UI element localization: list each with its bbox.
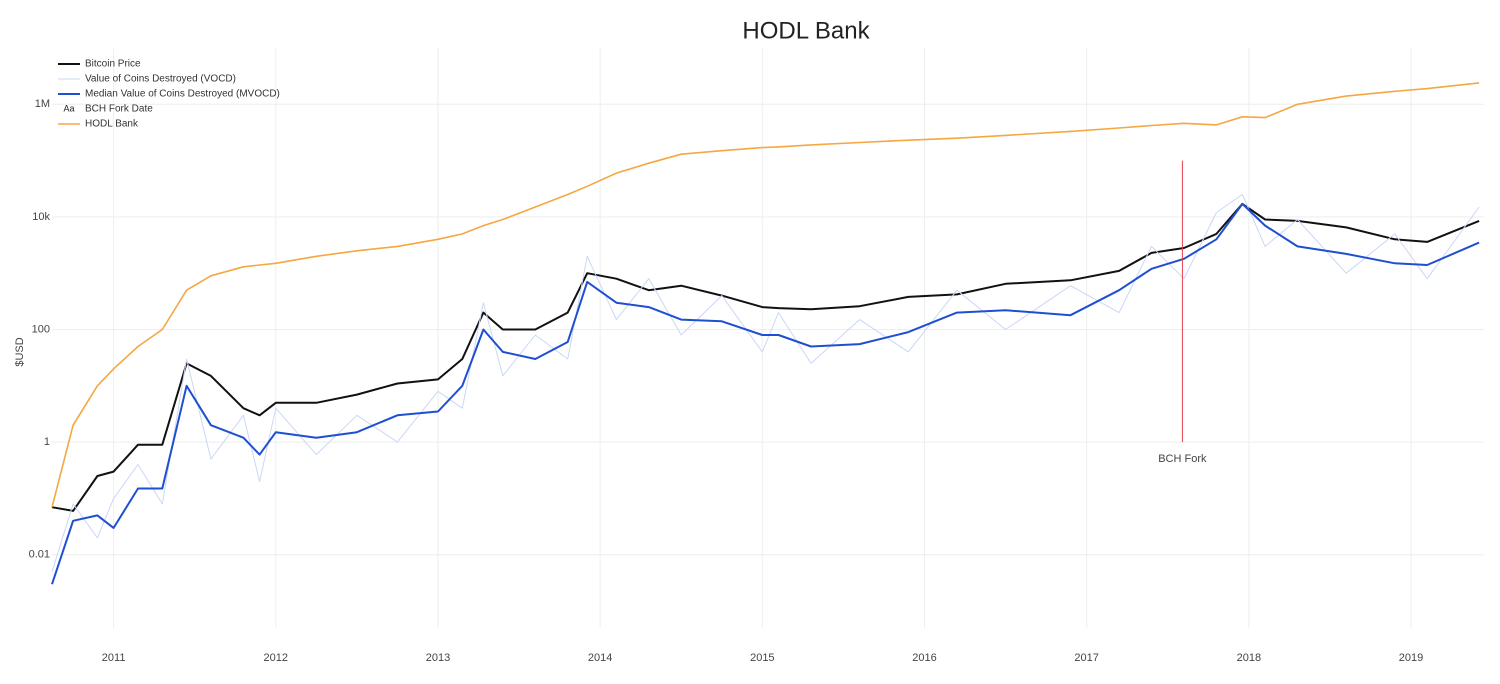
chart-title: HODL Bank <box>742 17 870 44</box>
x-tick-label: 2018 <box>1237 652 1261 664</box>
y-tick-label: 0.01 <box>29 549 50 561</box>
series-line <box>51 82 1480 508</box>
x-tick-label: 2016 <box>912 652 936 664</box>
x-tick-label: 2014 <box>588 652 612 664</box>
grid <box>52 48 1484 628</box>
legend-icon: Aa <box>63 103 74 113</box>
y-tick-label: 100 <box>32 323 50 335</box>
legend-label: Median Value of Coins Destroyed (MVOCD) <box>85 89 280 100</box>
series-line <box>51 202 1480 512</box>
annotation: BCH Fork <box>1158 453 1207 465</box>
legend-label: Value of Coins Destroyed (VOCD) <box>85 74 236 85</box>
x-tick-label: 2012 <box>264 652 288 664</box>
legend-label: Bitcoin Price <box>85 59 141 70</box>
x-tick-label: 2011 <box>102 652 126 664</box>
y-tick-label: 1 <box>44 436 50 448</box>
x-tick-label: 2019 <box>1399 652 1423 664</box>
y-tick-label: 1M <box>35 98 50 110</box>
y-axis-title: $USD <box>14 337 26 366</box>
legend-label: HODL Bank <box>85 119 139 130</box>
series-line <box>51 202 1480 585</box>
x-tick-label: 2013 <box>426 652 450 664</box>
y-tick-label: 10k <box>32 211 50 223</box>
series-line <box>51 194 1480 572</box>
x-tick-label: 2015 <box>750 652 774 664</box>
legend-label: BCH Fork Date <box>85 104 153 115</box>
x-tick-label: 2017 <box>1074 652 1098 664</box>
